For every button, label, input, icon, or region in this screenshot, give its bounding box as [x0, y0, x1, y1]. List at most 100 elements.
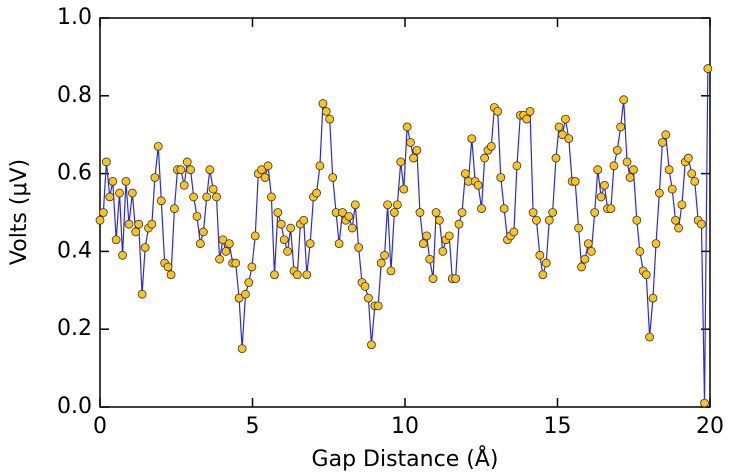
- data-point: [612, 145, 622, 155]
- data-point: [564, 134, 574, 143]
- data-point: [163, 262, 173, 272]
- data-point: [218, 235, 228, 245]
- x-tick-label: 5: [246, 414, 260, 439]
- data-point: [283, 246, 292, 256]
- data-point: [380, 250, 389, 260]
- data-point: [596, 192, 606, 202]
- data-point: [315, 161, 325, 171]
- data-point: [625, 173, 635, 182]
- data-point: [137, 289, 147, 299]
- data-point: [392, 200, 402, 210]
- data-point: [609, 161, 619, 171]
- data-point: [438, 246, 448, 256]
- data-point: [276, 219, 286, 229]
- data-point: [389, 208, 399, 217]
- plot-frame: [99, 17, 711, 408]
- data-point: [551, 153, 561, 163]
- data-point: [574, 223, 583, 233]
- data-point: [373, 301, 383, 311]
- data-point: [192, 211, 202, 221]
- data-point: [629, 165, 638, 175]
- data-point: [600, 180, 609, 190]
- data-point: [467, 134, 477, 143]
- data-point: [244, 278, 254, 287]
- data-point: [131, 227, 141, 237]
- data-point: [121, 176, 131, 186]
- data-point: [486, 141, 496, 151]
- x-tick-label: 20: [696, 414, 724, 439]
- data-point: [247, 262, 257, 272]
- data-point: [360, 282, 370, 291]
- data-point: [641, 270, 651, 280]
- data-point: [166, 270, 176, 280]
- data-point: [418, 239, 428, 249]
- data-point: [376, 258, 386, 268]
- data-point: [544, 215, 554, 225]
- data-point: [431, 208, 441, 217]
- data-point: [583, 239, 593, 249]
- data-point: [179, 180, 189, 190]
- y-tick-label: 0.2: [57, 316, 92, 341]
- data-point: [454, 219, 464, 229]
- data-point: [347, 223, 357, 233]
- data-point: [325, 114, 335, 124]
- data-point: [697, 219, 706, 229]
- x-tick-label: 15: [544, 414, 572, 439]
- data-point: [224, 239, 234, 249]
- data-point: [460, 169, 470, 179]
- data-point: [554, 122, 564, 132]
- y-tick-label: 0.6: [57, 161, 92, 186]
- data-point: [512, 161, 522, 171]
- data-point: [561, 114, 570, 124]
- data-point: [127, 188, 137, 198]
- data-point: [182, 157, 192, 167]
- data-point: [215, 254, 224, 264]
- data-point: [658, 138, 667, 147]
- data-point: [202, 192, 212, 202]
- data-point: [687, 169, 697, 179]
- data-point: [105, 192, 115, 202]
- data-point: [522, 114, 532, 124]
- data-point: [260, 173, 270, 182]
- data-point: [619, 95, 629, 105]
- data-point: [124, 219, 134, 229]
- data-point: [444, 231, 454, 241]
- data-point: [170, 204, 179, 214]
- data-point: [635, 246, 645, 256]
- data-point: [671, 215, 680, 225]
- data-point: [570, 176, 580, 186]
- data-point: [532, 215, 541, 225]
- data-point: [590, 208, 600, 217]
- data-point: [557, 130, 567, 140]
- data-point: [538, 270, 548, 280]
- data-point: [473, 180, 483, 190]
- data-point: [606, 204, 616, 214]
- data-point: [399, 184, 409, 194]
- data-point: [286, 223, 296, 233]
- data-point: [548, 208, 558, 217]
- data-point: [334, 239, 344, 249]
- data-point: [580, 254, 590, 264]
- data-point: [677, 200, 687, 210]
- x-tick-label: 10: [391, 414, 419, 439]
- data-point: [257, 165, 267, 175]
- data-line: [99, 68, 709, 404]
- data-point: [98, 208, 108, 217]
- data-point: [156, 196, 166, 206]
- data-point: [354, 243, 364, 252]
- y-tick-label: 0.4: [57, 238, 92, 263]
- data-point: [292, 270, 302, 280]
- data-point: [241, 289, 250, 299]
- data-point: [195, 239, 205, 249]
- data-point: [528, 208, 538, 217]
- data-point: [198, 227, 208, 237]
- data-point: [422, 231, 432, 241]
- data-point: [586, 246, 596, 256]
- data-point: [95, 215, 105, 225]
- data-point: [683, 153, 693, 163]
- data-point: [412, 145, 422, 155]
- data-point: [302, 270, 312, 280]
- data-point: [509, 227, 519, 237]
- data-point: [140, 243, 150, 252]
- data-point: [645, 332, 655, 342]
